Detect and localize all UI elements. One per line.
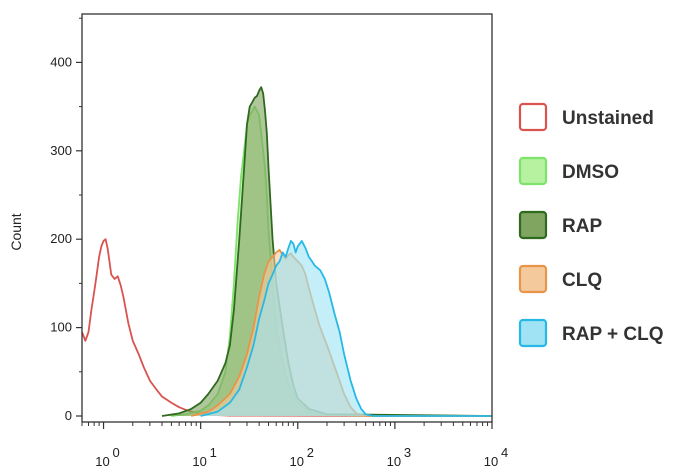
y-tick-label: 300 xyxy=(50,143,72,158)
legend-swatch-unstained xyxy=(518,102,548,132)
x-tick-exponent: 0 xyxy=(113,445,120,460)
series-fill-rap-clq xyxy=(200,240,492,416)
legend-swatch-clq xyxy=(518,264,548,294)
series-layer xyxy=(81,86,493,417)
legend-label-clq: CLQ xyxy=(562,270,602,291)
legend-swatch-dmso xyxy=(518,156,548,186)
x-tick-label: 10 xyxy=(290,454,304,469)
y-tick-label: 400 xyxy=(50,54,72,69)
y-tick-label: 0 xyxy=(65,408,72,423)
legend-label-rap-clq: RAP + CLQ xyxy=(562,324,664,345)
legend-swatch-rap xyxy=(518,210,548,240)
legend-swatch-rap-clq xyxy=(518,318,548,348)
x-tick-exponent: 4 xyxy=(501,445,508,460)
x-tick-label: 10 xyxy=(95,454,109,469)
legend: Unstained DMSO RAP CLQ RAP + CLQ xyxy=(518,102,664,348)
series-line-rap-clq xyxy=(200,240,492,417)
x-tick-exponent: 1 xyxy=(210,445,217,460)
legend-label-unstained: Unstained xyxy=(562,108,654,129)
plot-frame xyxy=(81,13,493,423)
x-tick-exponent: 2 xyxy=(307,445,314,460)
y-axis: 0 100 200 300 400 xyxy=(50,17,82,423)
y-tick-label: 100 xyxy=(50,320,72,335)
legend-label-dmso: DMSO xyxy=(562,162,619,183)
y-tick-label: 200 xyxy=(50,231,72,246)
x-tick-exponent: 3 xyxy=(404,445,411,460)
y-axis-label: Count xyxy=(8,213,24,250)
x-tick-label: 10 xyxy=(484,454,498,469)
x-tick-label: 10 xyxy=(192,454,206,469)
legend-label-rap: RAP xyxy=(562,216,602,237)
x-tick-label: 10 xyxy=(387,454,401,469)
